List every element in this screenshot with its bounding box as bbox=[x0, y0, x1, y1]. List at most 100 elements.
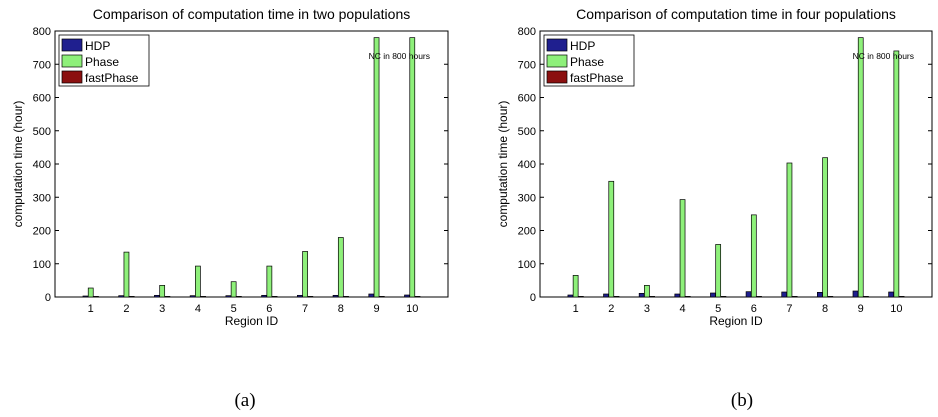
chart-b: Comparison of computation time in four p… bbox=[496, 6, 933, 328]
bar-Phase bbox=[750, 214, 757, 298]
bar-fastPhase bbox=[827, 296, 834, 298]
bar-Phase bbox=[373, 37, 380, 298]
caption-b: (b) bbox=[731, 390, 753, 411]
bar-HDP bbox=[710, 292, 716, 298]
y-tick-label: 800 bbox=[518, 26, 536, 38]
y-tick-label: 200 bbox=[518, 226, 536, 238]
bar-HDP bbox=[82, 295, 89, 298]
x-tick-label: 7 bbox=[302, 303, 308, 315]
bar-HDP bbox=[225, 295, 232, 298]
y-tick-label: 800 bbox=[33, 26, 51, 38]
x-tick-label: 3 bbox=[644, 303, 650, 315]
bar-fastPhase bbox=[720, 296, 727, 298]
y-axis-label: computation time (hour) bbox=[11, 101, 25, 228]
legend-label-Phase: Phase bbox=[85, 55, 119, 69]
y-tick-label: 300 bbox=[518, 192, 536, 204]
annotation: NC in 800 hours bbox=[853, 51, 914, 61]
x-tick-label: 5 bbox=[231, 303, 237, 315]
legend-swatch-fastPhase bbox=[546, 70, 568, 84]
x-tick-label: 5 bbox=[715, 303, 721, 315]
bar-HDP bbox=[118, 295, 125, 298]
x-tick-label: 9 bbox=[373, 303, 379, 315]
y-tick-label: 400 bbox=[518, 159, 536, 171]
x-tick-label: 1 bbox=[573, 303, 579, 315]
bar-HDP bbox=[154, 294, 160, 298]
x-tick-label: 3 bbox=[159, 303, 165, 315]
bar-Phase bbox=[230, 281, 237, 298]
bar-fastPhase bbox=[164, 296, 171, 298]
bar-HDP bbox=[332, 294, 339, 298]
y-tick-label: 600 bbox=[33, 93, 51, 105]
y-tick-label: 300 bbox=[33, 192, 51, 204]
bar-Phase bbox=[302, 251, 308, 298]
bar-Phase bbox=[679, 199, 686, 298]
bar-HDP bbox=[638, 292, 645, 298]
chart-title: Comparison of computation time in four p… bbox=[576, 6, 896, 22]
bar-Phase bbox=[195, 265, 201, 298]
y-axis-label: computation time (hour) bbox=[496, 101, 510, 228]
x-tick-label: 8 bbox=[338, 303, 344, 315]
y-tick-label: 100 bbox=[33, 259, 51, 271]
bar-Phase bbox=[337, 237, 344, 298]
y-tick-label: 600 bbox=[518, 93, 536, 105]
legend-label-HDP: HDP bbox=[570, 39, 595, 53]
bar-fastPhase bbox=[414, 296, 421, 298]
bar-HDP bbox=[674, 293, 681, 298]
bar-HDP bbox=[603, 293, 609, 298]
annotation: NC in 800 hours bbox=[369, 51, 430, 61]
bar-fastPhase bbox=[200, 296, 207, 298]
bar-HDP bbox=[189, 295, 196, 298]
bar-HDP bbox=[404, 294, 410, 298]
legend-swatch-HDP bbox=[61, 38, 83, 52]
legend-label-fastPhase: fastPhase bbox=[570, 71, 624, 85]
x-tick-label: 1 bbox=[88, 303, 94, 315]
bar-fastPhase bbox=[378, 296, 385, 298]
bar-fastPhase bbox=[343, 296, 349, 298]
bar-Phase bbox=[608, 180, 615, 298]
x-tick-label: 2 bbox=[608, 303, 614, 315]
bar-fastPhase bbox=[791, 296, 798, 298]
bar-HDP bbox=[296, 294, 303, 298]
caption-a: (a) bbox=[234, 390, 255, 411]
bar-fastPhase bbox=[649, 296, 655, 298]
bar-HDP bbox=[781, 291, 788, 298]
y-tick-label: 700 bbox=[33, 59, 51, 71]
bar-fastPhase bbox=[307, 296, 314, 298]
bar-fastPhase bbox=[271, 296, 278, 298]
bar-Phase bbox=[266, 265, 273, 298]
x-tick-label: 6 bbox=[751, 303, 757, 315]
y-tick-label: 200 bbox=[33, 226, 51, 238]
x-axis-label: Region ID bbox=[709, 314, 763, 328]
bar-fastPhase bbox=[863, 296, 869, 298]
x-tick-label: 4 bbox=[195, 303, 201, 315]
bar-Phase bbox=[409, 37, 416, 298]
legend-swatch-fastPhase bbox=[61, 70, 83, 84]
y-tick-label: 100 bbox=[518, 259, 536, 271]
chart-title: Comparison of computation time in two po… bbox=[93, 6, 411, 22]
bar-Phase bbox=[159, 285, 166, 298]
x-tick-label: 10 bbox=[406, 303, 418, 315]
y-tick-label: 0 bbox=[45, 292, 51, 304]
bar-fastPhase bbox=[93, 296, 99, 298]
bar-HDP bbox=[888, 291, 894, 298]
legend-swatch-Phase bbox=[546, 54, 568, 68]
bar-HDP bbox=[852, 290, 859, 298]
x-tick-label: 4 bbox=[679, 303, 685, 315]
bar-Phase bbox=[786, 162, 793, 298]
bar-HDP bbox=[817, 291, 823, 298]
bar-Phase bbox=[822, 157, 828, 298]
bar-HDP bbox=[261, 294, 267, 298]
bar-fastPhase bbox=[756, 296, 762, 298]
bar-fastPhase bbox=[684, 296, 691, 298]
y-tick-label: 700 bbox=[518, 59, 536, 71]
legend-label-Phase: Phase bbox=[570, 55, 604, 69]
bar-HDP bbox=[745, 291, 752, 298]
bar-Phase bbox=[715, 244, 722, 298]
x-tick-label: 9 bbox=[858, 303, 864, 315]
legend-label-HDP: HDP bbox=[85, 39, 110, 53]
bar-HDP bbox=[567, 294, 574, 298]
bar-fastPhase bbox=[236, 296, 242, 298]
bar-Phase bbox=[87, 287, 94, 298]
legend-label-fastPhase: fastPhase bbox=[85, 71, 139, 85]
